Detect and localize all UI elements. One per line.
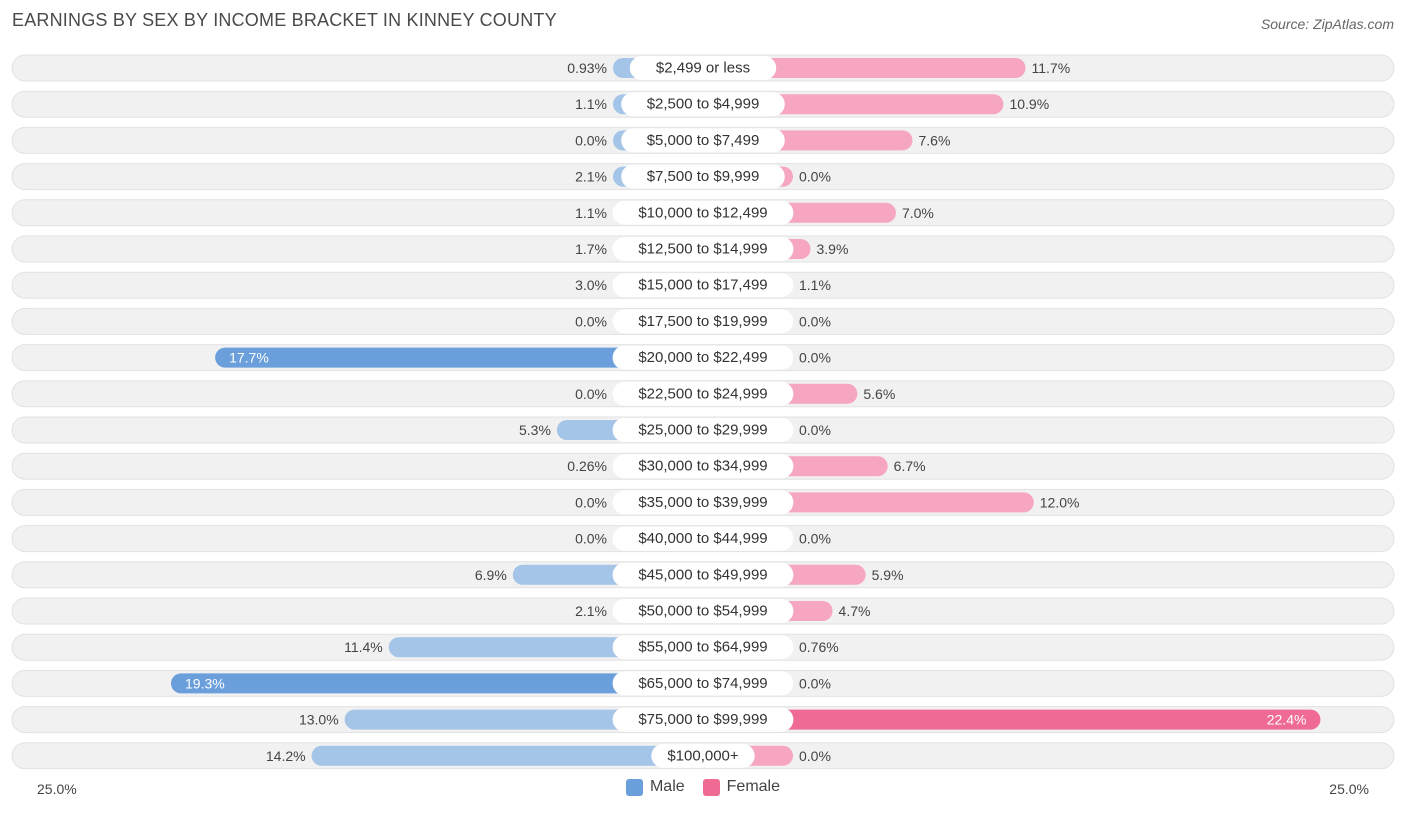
female-value-label: 6.7% bbox=[894, 458, 926, 474]
male-value-label: 0.93% bbox=[567, 60, 607, 76]
category-pill bbox=[612, 273, 794, 298]
category-label: $20,000 to $22,499 bbox=[638, 349, 767, 366]
female-bar bbox=[703, 709, 1321, 730]
category-pill bbox=[612, 200, 794, 225]
female-value-label: 10.9% bbox=[1009, 96, 1049, 112]
female-value-label: 0.76% bbox=[799, 639, 839, 655]
category-pill bbox=[651, 743, 755, 768]
category-label: $12,500 to $14,999 bbox=[638, 241, 767, 258]
category-pill bbox=[621, 128, 785, 153]
axis-left-label: 25.0% bbox=[37, 781, 77, 797]
female-value-label: 0.0% bbox=[799, 675, 831, 691]
female-value-label: 0.0% bbox=[799, 350, 831, 366]
category-pill bbox=[612, 345, 794, 370]
female-value-label: 0.0% bbox=[799, 169, 831, 185]
category-label: $30,000 to $34,999 bbox=[638, 458, 767, 475]
male-value-label: 19.3% bbox=[185, 675, 225, 691]
category-pill bbox=[612, 599, 794, 623]
male-value-label: 0.0% bbox=[575, 531, 607, 547]
male-value-label: 5.3% bbox=[519, 422, 551, 438]
axis-right-label: 25.0% bbox=[1329, 781, 1369, 797]
male-value-label: 0.0% bbox=[575, 386, 607, 402]
male-bar bbox=[311, 745, 703, 766]
legend-label-female: Female bbox=[726, 778, 781, 795]
legend-swatch-male bbox=[625, 778, 643, 796]
legend-label-male: Male bbox=[649, 778, 685, 795]
male-value-label: 6.9% bbox=[475, 567, 507, 583]
category-pill bbox=[612, 237, 794, 261]
category-label: $5,000 to $7,499 bbox=[647, 132, 760, 149]
category-label: $2,500 to $4,999 bbox=[647, 96, 760, 113]
female-value-label: 12.0% bbox=[1040, 494, 1080, 510]
category-label: $25,000 to $29,999 bbox=[638, 422, 767, 439]
male-value-label: 1.1% bbox=[575, 96, 607, 112]
category-label: $65,000 to $74,999 bbox=[638, 675, 767, 692]
female-value-label: 0.0% bbox=[799, 422, 831, 438]
source-label: Source: ZipAtlas.com bbox=[1260, 16, 1394, 32]
category-pill bbox=[621, 164, 785, 189]
category-pill bbox=[612, 381, 794, 406]
female-value-label: 4.7% bbox=[839, 603, 871, 619]
category-pill bbox=[612, 562, 794, 587]
category-label: $35,000 to $39,999 bbox=[638, 494, 767, 511]
female-value-label: 5.6% bbox=[863, 386, 895, 402]
male-value-label: 3.0% bbox=[575, 277, 607, 293]
category-label: $2,499 or less bbox=[656, 60, 750, 77]
category-pill bbox=[612, 418, 794, 442]
female-bar bbox=[703, 58, 1026, 78]
male-bar bbox=[344, 709, 703, 730]
category-label: $55,000 to $64,999 bbox=[638, 639, 767, 656]
legend-swatch-female bbox=[702, 778, 720, 796]
legend-item-female: Female bbox=[702, 778, 781, 796]
female-value-label: 5.9% bbox=[872, 567, 904, 583]
legend: Male Female bbox=[0, 778, 1406, 796]
male-bar bbox=[171, 673, 703, 694]
male-value-label: 0.0% bbox=[575, 132, 607, 148]
male-value-label: 1.7% bbox=[575, 241, 607, 257]
female-value-label: 7.0% bbox=[902, 205, 934, 221]
category-pill bbox=[612, 671, 794, 696]
category-label: $17,500 to $19,999 bbox=[638, 313, 767, 330]
category-pill bbox=[612, 454, 794, 479]
category-label: $10,000 to $12,499 bbox=[638, 204, 767, 221]
female-value-label: 1.1% bbox=[799, 277, 831, 293]
category-label: $7,500 to $9,999 bbox=[647, 168, 760, 185]
category-label: $40,000 to $44,999 bbox=[638, 530, 767, 547]
category-pill bbox=[612, 526, 794, 551]
male-value-label: 0.0% bbox=[575, 494, 607, 510]
female-value-label: 0.0% bbox=[799, 313, 831, 329]
male-bar bbox=[215, 347, 703, 368]
category-label: $75,000 to $99,999 bbox=[638, 711, 767, 728]
female-value-label: 0.0% bbox=[799, 748, 831, 764]
category-label: $15,000 to $17,499 bbox=[638, 277, 767, 294]
category-label: $50,000 to $54,999 bbox=[638, 603, 767, 620]
female-value-label: 22.4% bbox=[1267, 712, 1307, 728]
category-label: $22,500 to $24,999 bbox=[638, 385, 767, 402]
female-value-label: 7.6% bbox=[918, 132, 950, 148]
female-value-label: 3.9% bbox=[817, 241, 849, 257]
category-label: $100,000+ bbox=[667, 747, 739, 764]
male-value-label: 11.4% bbox=[344, 639, 383, 655]
legend-item-male: Male bbox=[625, 778, 685, 796]
male-value-label: 14.2% bbox=[266, 748, 306, 764]
male-value-label: 0.0% bbox=[575, 313, 607, 329]
male-value-label: 13.0% bbox=[299, 712, 339, 728]
category-pill bbox=[612, 309, 794, 334]
female-value-label: 11.7% bbox=[1032, 60, 1071, 76]
category-pill bbox=[612, 490, 794, 515]
female-value-label: 0.0% bbox=[799, 531, 831, 547]
male-value-label: 0.26% bbox=[567, 458, 607, 474]
category-pill bbox=[612, 635, 794, 660]
male-value-label: 2.1% bbox=[575, 603, 607, 619]
category-pill bbox=[621, 92, 785, 117]
category-pill bbox=[612, 707, 794, 732]
male-value-label: 1.1% bbox=[575, 205, 607, 221]
category-pill bbox=[629, 56, 777, 80]
chart-title: EARNINGS BY SEX BY INCOME BRACKET IN KIN… bbox=[12, 10, 557, 30]
category-label: $45,000 to $49,999 bbox=[638, 566, 767, 583]
male-value-label: 2.1% bbox=[575, 169, 607, 185]
male-value-label: 17.7% bbox=[229, 350, 269, 366]
